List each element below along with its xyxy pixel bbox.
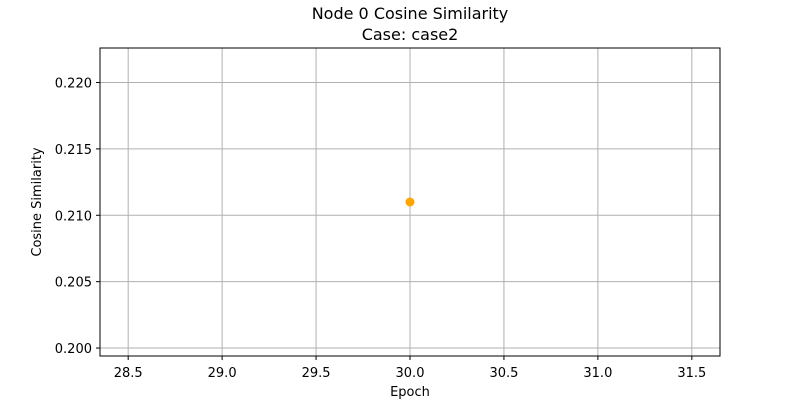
x-tick-label: 30.5 [489,366,518,381]
x-tick-label: 31.0 [583,366,612,381]
y-tick-label: 0.215 [55,143,92,158]
x-axis-label: Epoch [390,385,430,400]
x-tick-label: 29.5 [302,366,331,381]
y-tick-label: 0.205 [55,276,92,291]
chart-title: Node 0 Cosine Similarity [312,4,509,23]
x-axis-ticks: 28.5 29.0 29.5 30.0 30.5 31.0 31.5 [114,356,706,381]
y-tick-label: 0.200 [55,342,92,357]
y-tick-label: 0.210 [55,209,92,224]
x-tick-label: 29.0 [208,366,237,381]
grid-lines [100,48,720,356]
chart-subtitle: Case: case2 [362,25,459,44]
data-points [405,197,415,207]
x-tick-label: 30.0 [396,366,425,381]
y-axis-label: Cosine Similarity [30,147,45,257]
y-tick-label: 0.220 [55,77,92,92]
y-axis-ticks: 0.200 0.205 0.210 0.215 0.220 [55,77,100,357]
plot-frame [99,47,721,357]
data-point [405,197,415,207]
x-tick-label: 28.5 [114,366,143,381]
x-tick-label: 31.5 [677,366,706,381]
